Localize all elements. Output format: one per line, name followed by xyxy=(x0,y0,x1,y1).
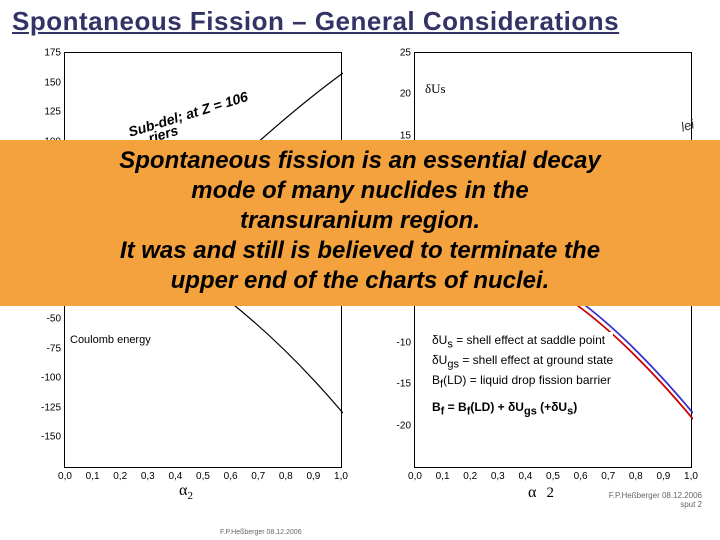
legend-txt: B xyxy=(432,373,440,387)
coulomb-label: Coulomb energy xyxy=(70,334,151,346)
attr-line: sput 2 xyxy=(609,501,702,510)
xtick: 1,0 xyxy=(684,471,698,482)
legend-right: δUs = shell effect at saddle point δUgs … xyxy=(432,332,613,419)
xtick: 0,3 xyxy=(141,471,155,482)
dUs-text: δUs xyxy=(425,81,446,96)
xtick: 0,2 xyxy=(113,471,127,482)
ytick: -125 xyxy=(41,402,61,413)
xtick: 0,1 xyxy=(86,471,100,482)
xtick: 0,5 xyxy=(196,471,210,482)
ytick: -10 xyxy=(397,337,411,348)
xtick: 0,7 xyxy=(601,471,615,482)
overlay-box: Spontaneous fission is an essential deca… xyxy=(0,140,720,306)
overlay-line: upper end of the charts of nuclei. xyxy=(8,266,712,296)
xtick: 0,8 xyxy=(629,471,643,482)
legend-txt: (LD) = liquid drop fission barrier xyxy=(443,373,611,387)
xtick: 1,0 xyxy=(334,471,348,482)
legend-txt: δU xyxy=(432,353,447,367)
xtick: 0,5 xyxy=(546,471,560,482)
legend-row: δUgs = shell effect at ground state xyxy=(432,352,613,372)
xtick: 0,3 xyxy=(491,471,505,482)
overlay-line: It was and still is believed to terminat… xyxy=(8,236,712,266)
legend-txt: = B xyxy=(444,400,466,414)
legend-sub: gs xyxy=(524,405,537,417)
legend-txt: ) xyxy=(573,400,577,414)
attribution-left: F.P.Heßberger 08.12.2006 xyxy=(220,529,302,536)
overlay-line: mode of many nuclides in the xyxy=(8,176,712,206)
xtick: 0,9 xyxy=(306,471,320,482)
dUs-label: δUs xyxy=(425,81,446,97)
xtick: 0,2 xyxy=(463,471,477,482)
legend-row: Bf(LD) = liquid drop fission barrier xyxy=(432,372,613,392)
xtick: 0,8 xyxy=(279,471,293,482)
xtick: 0,7 xyxy=(251,471,265,482)
ytick: 25 xyxy=(400,48,411,59)
xtick: 0,9 xyxy=(656,471,670,482)
overlay-line: Spontaneous fission is an essential deca… xyxy=(8,146,712,176)
ytick: -50 xyxy=(47,314,61,325)
ytick: -15 xyxy=(397,379,411,390)
ytick: 175 xyxy=(44,48,61,59)
xlabel-right: α 2 xyxy=(528,484,554,502)
xtick: 0,0 xyxy=(408,471,422,482)
ytick: 125 xyxy=(44,107,61,118)
overlay-line: transuranium region. xyxy=(8,206,712,236)
legend-txt: = shell effect at ground state xyxy=(459,353,613,367)
slide-title: Spontaneous Fission – General Considerat… xyxy=(12,6,619,37)
xlabel-alpha: α xyxy=(528,484,536,501)
ytick: -100 xyxy=(41,373,61,384)
ytick: -150 xyxy=(41,432,61,443)
xlabel-sub: 2 xyxy=(546,485,554,501)
attribution-right: F.P.Heßberger 08.12.2006 sput 2 xyxy=(609,492,702,510)
legend-sub: gs xyxy=(447,359,459,371)
xlabel-sub: 2 xyxy=(187,490,193,502)
legend-txt: = shell effect at saddle point xyxy=(453,333,605,347)
xtick: 0,6 xyxy=(224,471,238,482)
legend-txt: (+δU xyxy=(537,400,567,414)
xtick: 0,4 xyxy=(168,471,182,482)
xtick: 0,1 xyxy=(436,471,450,482)
legend-txt: B xyxy=(432,400,441,414)
legend-txt: δU xyxy=(432,333,447,347)
legend-txt: (LD) + δU xyxy=(470,400,524,414)
ytick: 20 xyxy=(400,89,411,100)
overlay-text: Spontaneous fission is an essential deca… xyxy=(8,146,712,296)
ytick: -75 xyxy=(47,343,61,354)
xtick: 0,4 xyxy=(518,471,532,482)
ytick: 150 xyxy=(44,77,61,88)
xtick: 0,6 xyxy=(574,471,588,482)
legend-row: δUs = shell effect at saddle point xyxy=(432,332,613,352)
ytick: -20 xyxy=(397,420,411,431)
xlabel-left: α2 xyxy=(179,482,193,502)
xtick: 0,0 xyxy=(58,471,72,482)
legend-row: Bf = Bf(LD) + δUgs (+δUs) xyxy=(432,399,613,419)
